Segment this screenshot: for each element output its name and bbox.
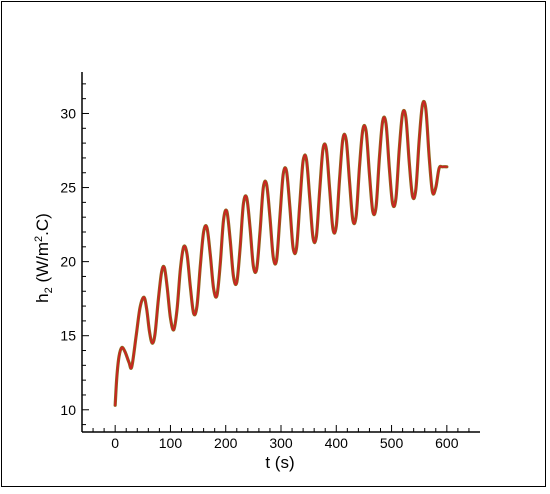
- x-axis-title: t (s): [265, 453, 294, 472]
- plot-area: 0 100 200 300 400 500 600 10 15 20 25 30: [60, 72, 480, 451]
- y-axis-title-unit-open: (W/m: [33, 242, 52, 287]
- y-tick-label: 25: [60, 180, 76, 196]
- x-tick-label: 0: [111, 435, 119, 451]
- series-line: [114, 100, 448, 407]
- x-tick-label: 600: [435, 435, 459, 451]
- y-tick-label: 20: [60, 254, 76, 270]
- y-tick-label: 10: [60, 402, 76, 418]
- x-tick-label: 400: [325, 435, 349, 451]
- y-axis-title: h2 (W/m2.C): [33, 213, 55, 303]
- y-axis-title-subscript: 2: [43, 287, 55, 293]
- y-tick-label: 15: [60, 328, 76, 344]
- x-tick-label: 300: [269, 435, 293, 451]
- y-tick-label: 30: [60, 105, 76, 121]
- x-tick-label: 500: [380, 435, 404, 451]
- y-axis-title-superscript: 2: [33, 236, 45, 242]
- x-tick-label: 200: [214, 435, 238, 451]
- y-axis-title-base: h: [33, 293, 52, 302]
- x-tick-label: 100: [159, 435, 183, 451]
- y-axis-title-unit-close: .C): [33, 213, 52, 236]
